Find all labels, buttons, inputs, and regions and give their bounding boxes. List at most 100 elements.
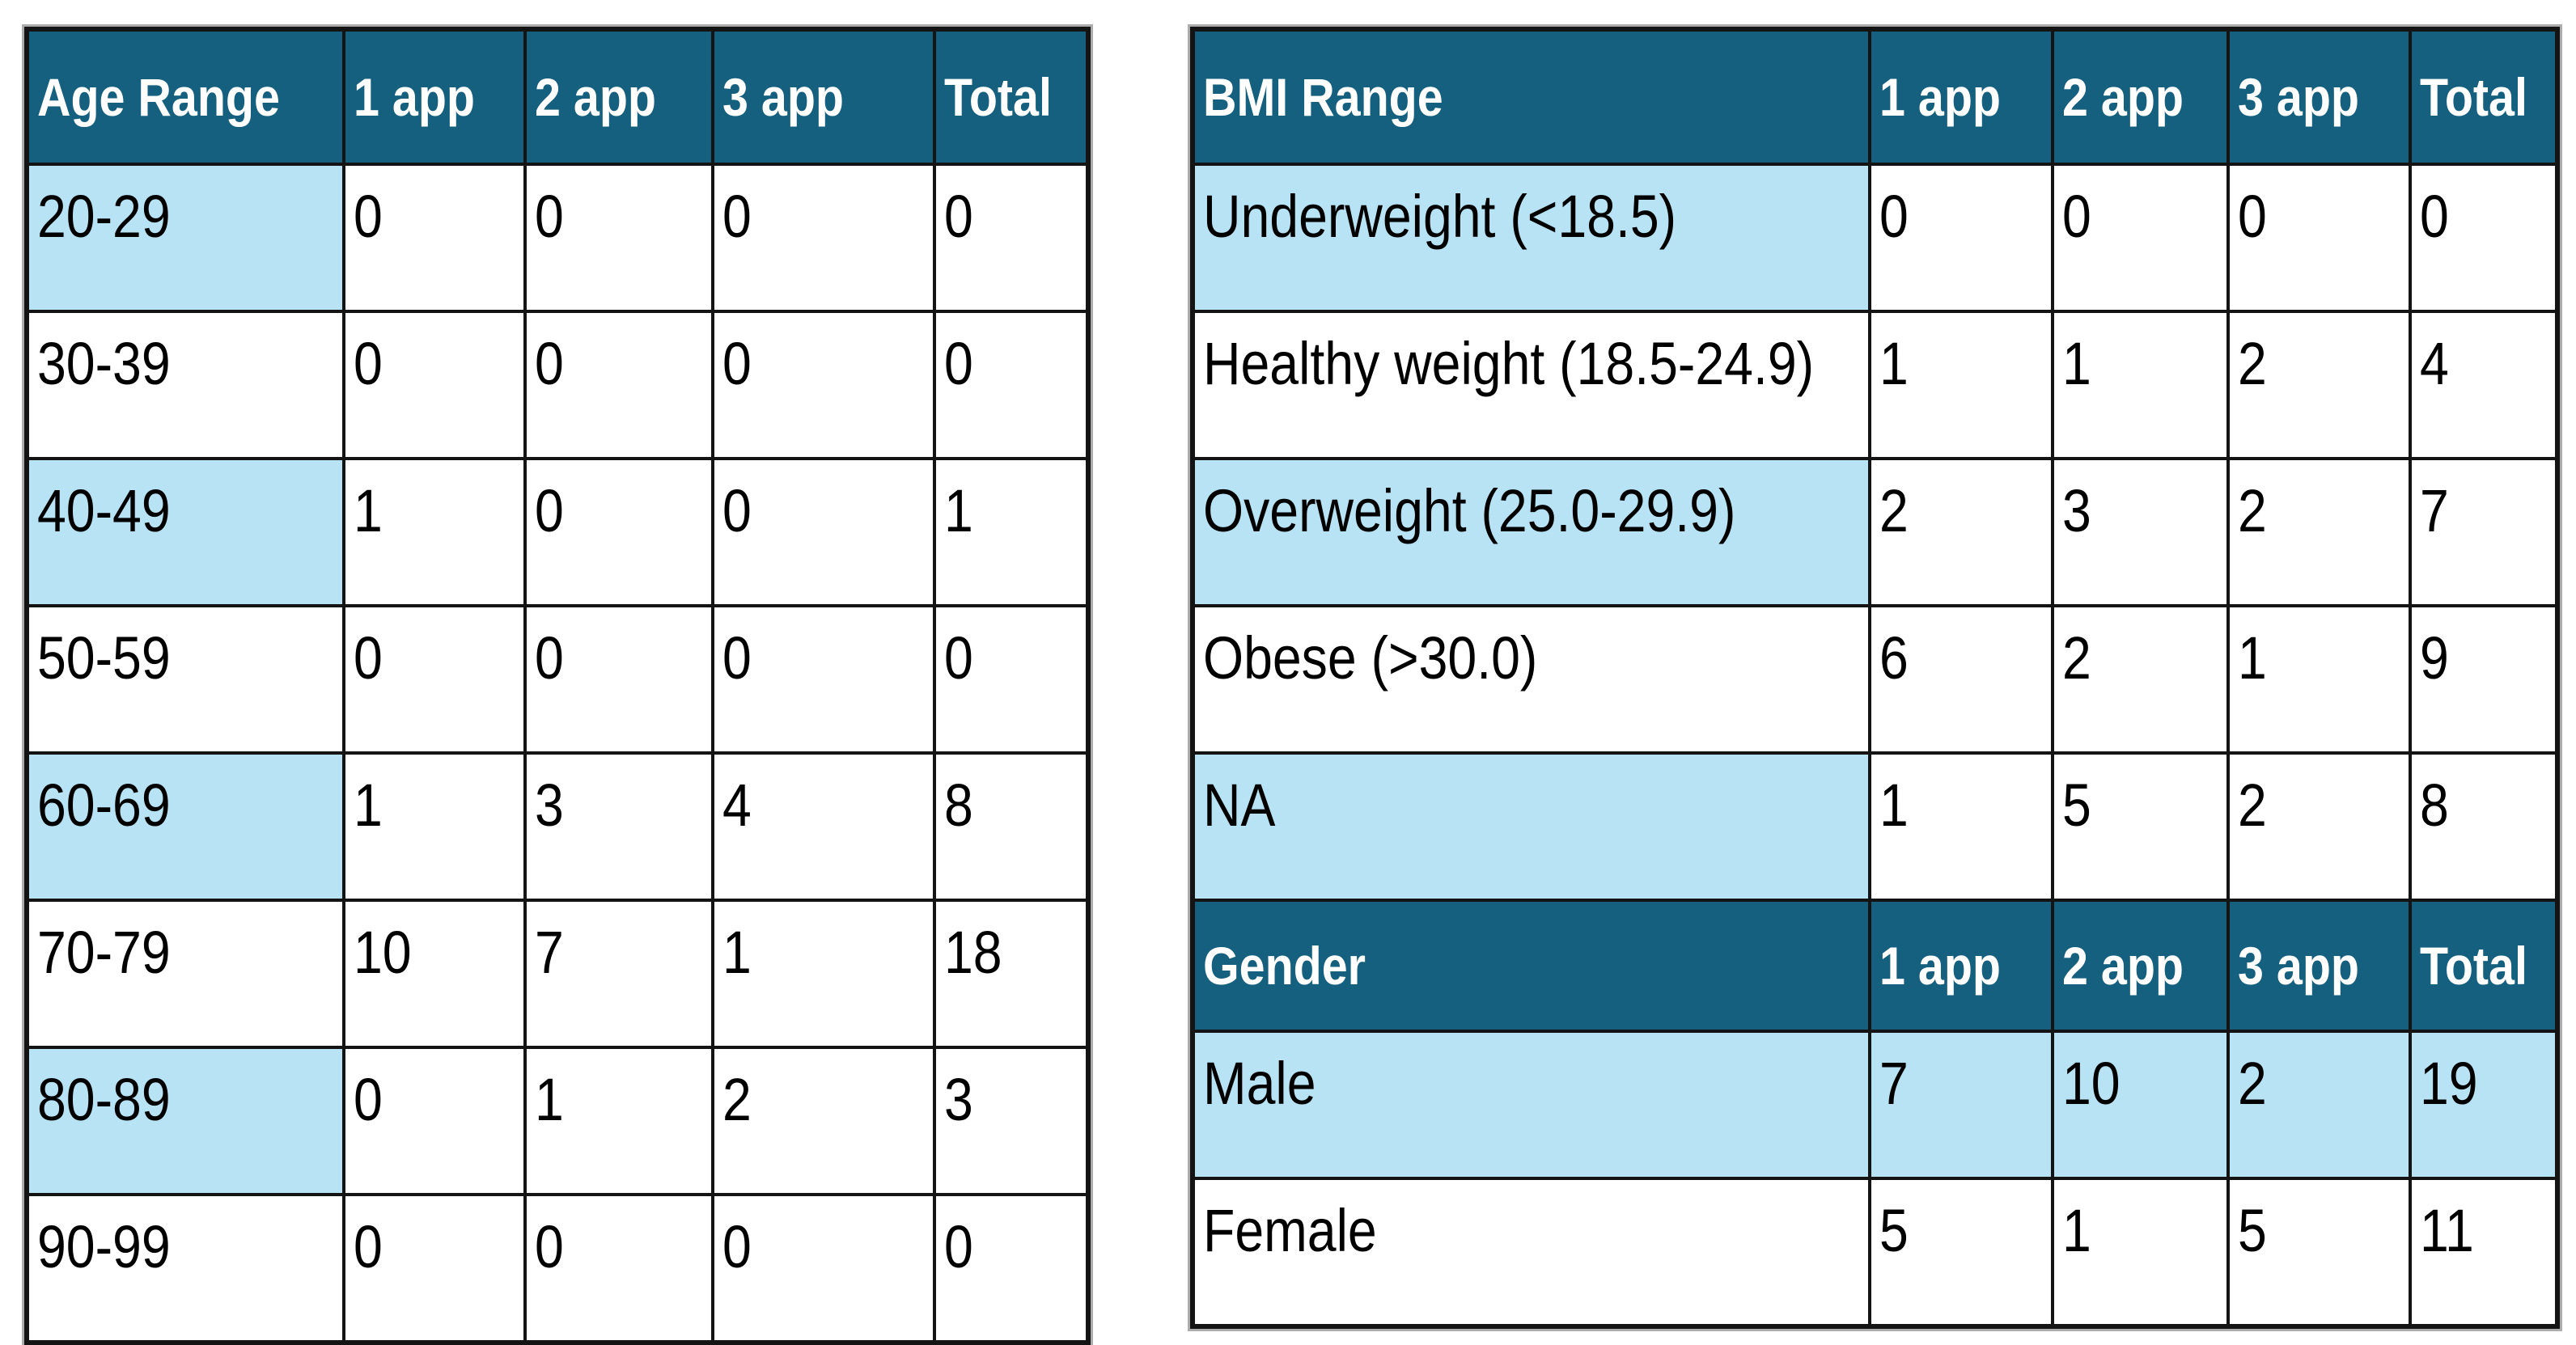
value-cell: 0: [933, 1193, 1090, 1344]
cell-text: 7: [2420, 477, 2449, 544]
value-cell: 2: [2226, 310, 2412, 460]
header-text: 2 app: [2062, 67, 2184, 127]
cell-text: 0: [535, 330, 564, 397]
value-cell: 5: [2226, 1177, 2412, 1328]
cell-text: 0: [944, 330, 973, 397]
cell-text: 9: [2420, 624, 2449, 692]
value-cell: 2: [1868, 457, 2054, 607]
header-cell-bmi-range: BMI Range: [1191, 27, 1871, 166]
value-cell: 1: [342, 457, 527, 607]
cell-text: 0: [354, 1213, 383, 1280]
cell-text: 10: [2062, 1050, 2121, 1117]
table-row: 80-89 0 1 2 3: [25, 1046, 1090, 1196]
row-label-cell: Male: [1191, 1030, 1871, 1180]
cell-text: 19: [2420, 1050, 2478, 1117]
table-row: 60-69 1 3 4 8: [25, 751, 1090, 902]
cell-text: 3: [2062, 477, 2091, 544]
cell-text: 0: [535, 624, 564, 692]
value-cell: 3: [523, 751, 714, 902]
header-cell-3-app: 3 app: [2226, 899, 2412, 1033]
header-cell-2-app: 2 app: [2051, 27, 2230, 166]
bmi-table-header-row: BMI Range 1 app 2 app 3 app Total: [1191, 27, 2559, 166]
cell-text: 7: [1879, 1050, 1909, 1117]
value-cell: 2: [2226, 1030, 2412, 1180]
cell-text: Healthy weight (18.5-24.9): [1203, 330, 1815, 397]
cell-text: 0: [354, 1066, 383, 1133]
header-text: 3 app: [2238, 936, 2359, 996]
cell-text: 0: [535, 1213, 564, 1280]
row-label-cell: Overweight (25.0-29.9): [1191, 457, 1871, 607]
row-label-cell: 80-89: [25, 1046, 345, 1196]
table-row: 40-49 1 0 0 1: [25, 457, 1090, 607]
value-cell: 0: [342, 310, 527, 460]
cell-text: 0: [354, 330, 383, 397]
header-cell-total: Total: [2409, 27, 2559, 166]
cell-text: 8: [944, 772, 973, 839]
table-row: 50-59 0 0 0 0: [25, 604, 1090, 755]
value-cell: 18: [933, 899, 1090, 1049]
cell-text: 0: [2062, 183, 2091, 250]
value-cell: 0: [933, 604, 1090, 755]
cell-text: 0: [535, 477, 564, 544]
row-label-cell: Obese (>30.0): [1191, 604, 1871, 755]
cell-text: 18: [944, 919, 1002, 986]
value-cell: 1: [2051, 1177, 2230, 1328]
cell-text: 20-29: [37, 183, 171, 250]
value-cell: 1: [933, 457, 1090, 607]
cell-text: 0: [535, 183, 564, 250]
row-label-cell: 90-99: [25, 1193, 345, 1344]
value-cell: 1: [1868, 751, 2054, 902]
value-cell: 2: [2226, 457, 2412, 607]
table-row: Female 5 1 5 11: [1191, 1177, 2559, 1328]
header-text: Total: [2420, 936, 2527, 996]
header-cell-3-app: 3 app: [711, 27, 936, 166]
value-cell: 2: [711, 1046, 936, 1196]
header-cell-1-app: 1 app: [1868, 899, 2054, 1033]
cell-text: 2: [1879, 477, 1909, 544]
row-label-cell: Underweight (<18.5): [1191, 163, 1871, 313]
row-label-cell: 30-39: [25, 310, 345, 460]
cell-text: 0: [2420, 183, 2449, 250]
header-cell-gender: Gender: [1191, 899, 1871, 1033]
header-cell-1-app: 1 app: [342, 27, 527, 166]
cell-text: 8: [2420, 772, 2449, 839]
cell-text: 4: [2420, 330, 2449, 397]
value-cell: 0: [933, 310, 1090, 460]
value-cell: 2: [2226, 751, 2412, 902]
value-cell: 0: [342, 163, 527, 313]
value-cell: 1: [342, 751, 527, 902]
value-cell: 0: [342, 1193, 527, 1344]
value-cell: 0: [523, 310, 714, 460]
header-cell-age-range: Age Range: [25, 27, 345, 166]
value-cell: 4: [711, 751, 936, 902]
cell-text: Female: [1203, 1197, 1377, 1264]
header-text: 1 app: [1879, 936, 2001, 996]
cell-text: 30-39: [37, 330, 171, 397]
value-cell: 11: [2409, 1177, 2559, 1328]
value-cell: 0: [523, 163, 714, 313]
cell-text: 6: [1879, 624, 1909, 692]
header-text: Age Range: [37, 67, 280, 127]
cell-text: Overweight (25.0-29.9): [1203, 477, 1736, 544]
cell-text: 1: [2062, 1197, 2091, 1264]
value-cell: 1: [711, 899, 936, 1049]
value-cell: 1: [2051, 310, 2230, 460]
cell-text: 10: [354, 919, 412, 986]
cell-text: 0: [944, 183, 973, 250]
header-text: 1 app: [1879, 67, 2001, 127]
header-cell-1-app: 1 app: [1868, 27, 2054, 166]
cell-text: 2: [722, 1066, 752, 1133]
cell-text: 11: [2420, 1197, 2474, 1264]
value-cell: 0: [2226, 163, 2412, 313]
cell-text: 50-59: [37, 624, 171, 692]
value-cell: 0: [2409, 163, 2559, 313]
value-cell: 0: [342, 604, 527, 755]
row-label-cell: 20-29: [25, 163, 345, 313]
cell-text: 5: [1879, 1197, 1909, 1264]
cell-text: 0: [1879, 183, 1909, 250]
value-cell: 10: [342, 899, 527, 1049]
cell-text: 0: [722, 1213, 752, 1280]
value-cell: 0: [1868, 163, 2054, 313]
cell-text: 3: [535, 772, 564, 839]
age-range-table: Age Range 1 app 2 app 3 app Total 20-29 …: [24, 27, 1091, 1345]
